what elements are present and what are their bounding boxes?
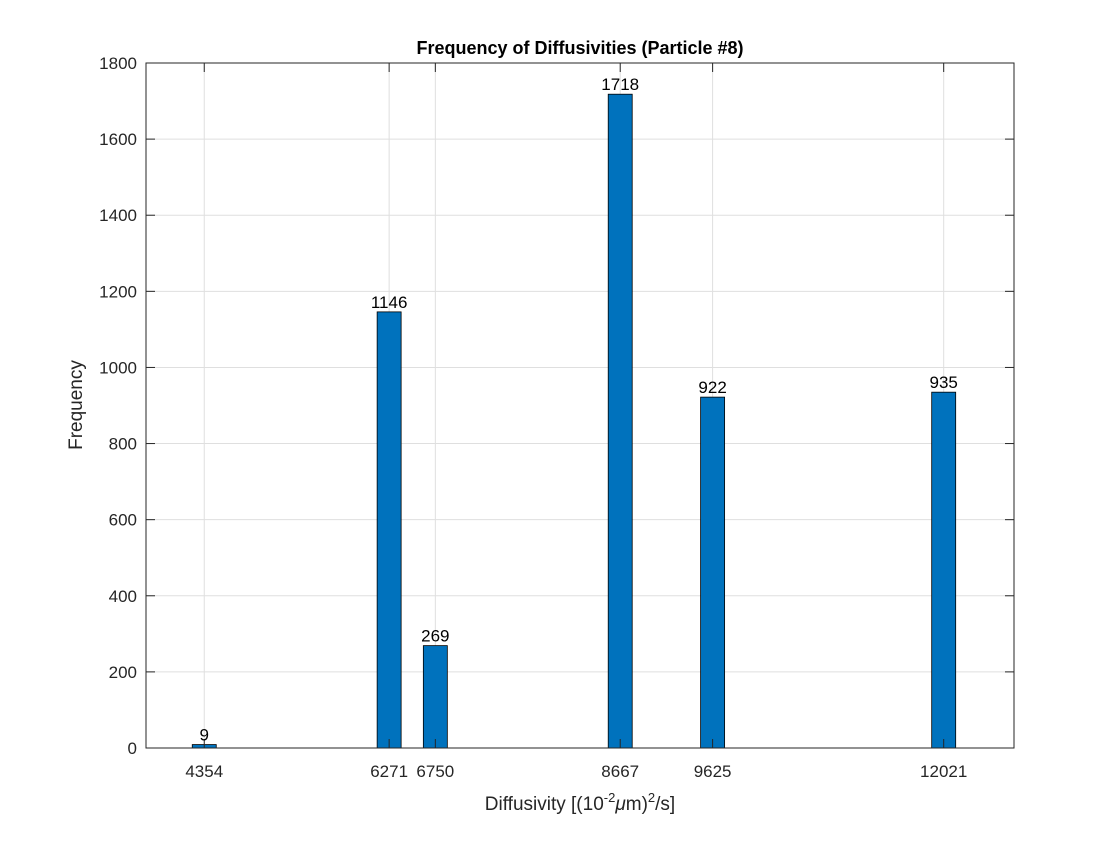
x-tick-labels: 4354 6271 6750 8667 9625 12021 bbox=[185, 762, 967, 781]
bar-data-label: 1146 bbox=[371, 293, 408, 312]
x-axis-label-suffix: /s] bbox=[655, 794, 675, 815]
data-labels: 9 1146 269 1718 922 935 bbox=[200, 75, 958, 744]
y-tick-labels: 0 200 400 600 800 1000 1200 1400 1600 1800 bbox=[99, 54, 137, 758]
x-tick-label: 8667 bbox=[601, 762, 639, 781]
x-tick-label: 9625 bbox=[694, 762, 732, 781]
y-tick-label: 200 bbox=[109, 663, 137, 682]
bar bbox=[700, 396, 726, 749]
bar bbox=[422, 645, 448, 749]
x-axis-label-mu: μ bbox=[614, 794, 626, 815]
y-tick-label: 1800 bbox=[99, 54, 137, 73]
axes-box bbox=[145, 62, 1015, 749]
y-tick-label: 400 bbox=[109, 587, 137, 606]
x-tick-label: 6271 bbox=[370, 762, 408, 781]
x-tick-label: 12021 bbox=[920, 762, 967, 781]
bar-data-label: 269 bbox=[421, 627, 449, 646]
bar bbox=[376, 311, 402, 749]
x-axis-label-exponent: -2 bbox=[604, 790, 616, 805]
x-axis-label-middle: m) bbox=[626, 794, 648, 815]
x-axis-label-prefix: Diffusivity [(10 bbox=[485, 794, 604, 815]
y-tick-label: 1600 bbox=[99, 130, 137, 149]
bar bbox=[931, 391, 957, 749]
tick-marks bbox=[146, 62, 1014, 749]
y-axis-label: Frequency bbox=[66, 360, 87, 450]
x-axis-label: Diffusivity [(10-2μm)2/s] bbox=[485, 790, 675, 815]
y-tick-label: 1400 bbox=[99, 206, 137, 225]
x-tick-label: 6750 bbox=[416, 762, 454, 781]
y-tick-label: 800 bbox=[109, 435, 137, 454]
y-tick-label: 1000 bbox=[99, 358, 137, 377]
y-tick-label: 1200 bbox=[99, 282, 137, 301]
bar-data-label: 935 bbox=[930, 373, 958, 392]
bars bbox=[191, 93, 957, 749]
y-tick-label: 0 bbox=[128, 739, 137, 758]
chart-title: Frequency of Diffusivities (Particle #8) bbox=[416, 38, 743, 58]
axes-background bbox=[146, 63, 1014, 748]
y-tick-label: 600 bbox=[109, 511, 137, 530]
bar-data-label: 1718 bbox=[601, 75, 639, 94]
bar bbox=[607, 93, 633, 749]
bar-data-label: 9 bbox=[200, 726, 209, 745]
x-tick-label: 4354 bbox=[185, 762, 223, 781]
bar-data-label: 922 bbox=[698, 378, 726, 397]
x-axis-label-exponent2: 2 bbox=[648, 790, 655, 805]
